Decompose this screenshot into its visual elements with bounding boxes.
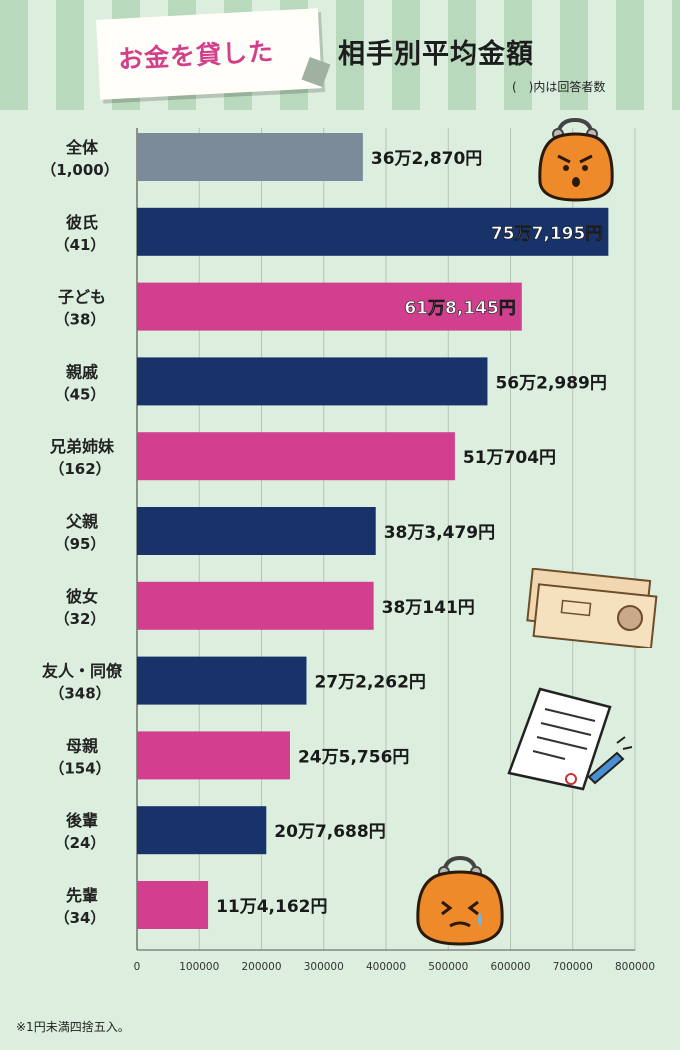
x-tick-label: 600000: [490, 961, 530, 973]
respondent-count: （41）: [55, 236, 106, 254]
value-label: 36万2,870円: [371, 149, 482, 169]
bar: [137, 432, 455, 481]
coin-purse-angry-icon: [538, 117, 614, 202]
bar: [137, 357, 488, 406]
respondent-count: （24）: [55, 834, 106, 852]
bar: [137, 656, 307, 705]
x-tick-label: 0: [134, 961, 141, 973]
bar: [137, 282, 522, 331]
category-label: 彼女: [66, 587, 98, 606]
value-label: 27万2,262円: [314, 673, 425, 693]
x-tick-label: 100000: [179, 961, 219, 973]
category-label: 親戚: [66, 362, 98, 381]
footnote: ※1円未満四捨五入。: [16, 1020, 130, 1034]
respondent-count: （348）: [49, 685, 110, 703]
respondent-count: （154）: [49, 759, 110, 777]
x-tick-label: 500000: [428, 961, 468, 973]
category-label: 母親: [66, 736, 98, 755]
coin-purse-crying-icon: [416, 855, 504, 946]
bars: 36万2,870円 75万7,195円 61万8,145円 56万2,989円 51万7…: [137, 133, 609, 929]
respondent-count: （162）: [49, 460, 110, 478]
value-label: 11万4,162円: [216, 897, 327, 917]
respondent-count: （45）: [55, 385, 106, 403]
bar: [137, 507, 376, 555]
value-label: 51万704円: [463, 448, 556, 468]
bar: [137, 806, 267, 855]
value-label: 61万8,145円: [404, 299, 515, 319]
x-tick-label: 300000: [304, 961, 344, 973]
respondent-count: （34）: [55, 909, 106, 927]
category-labels: 全体 （1,000） 彼氏 （41） 子ども （38） 親戚 （45） 兄弟姉妹 （162） 父親 （…: [41, 138, 123, 927]
value-label: 38万3,479円: [384, 523, 495, 543]
title-note: ( )内は回答者数: [512, 80, 606, 94]
category-label: 子ども: [58, 288, 106, 307]
bar: [137, 133, 363, 181]
value-label: 56万2,989円: [495, 373, 606, 393]
x-tick-label: 700000: [553, 961, 593, 973]
category-label: 兄弟姉妹: [49, 437, 115, 456]
x-tick-label: 400000: [366, 961, 406, 973]
x-axis: 0 100000 200000 300000 400000 500000 600000 700…: [134, 949, 655, 973]
category-label: 父親: [65, 512, 98, 531]
bar: [137, 881, 209, 929]
category-label: 全体: [65, 138, 99, 157]
respondent-count: （1,000）: [41, 161, 118, 179]
bar: [137, 207, 609, 256]
value-label: 24万5,756円: [298, 747, 409, 767]
category-label: 後輩: [66, 811, 98, 830]
x-tick-label: 200000: [241, 961, 281, 973]
document-pen-icon: [507, 687, 633, 791]
banknotes-icon: [526, 568, 658, 648]
respondent-count: （95）: [55, 535, 106, 553]
category-label: 彼氏: [66, 213, 98, 232]
bar: [137, 731, 290, 780]
value-label: 75万7,195円: [491, 224, 602, 244]
page-title: 相手別平均金額: [338, 39, 534, 70]
bar: [137, 581, 374, 630]
value-label: 38万141円: [382, 598, 475, 618]
respondent-count: （38）: [55, 311, 106, 329]
x-tick-label: 800000: [615, 961, 655, 973]
value-label: 20万7,688円: [274, 822, 385, 842]
respondent-count: （32）: [55, 610, 106, 628]
category-label: 友人・同僚: [42, 662, 123, 681]
category-label: 先輩: [66, 886, 98, 905]
